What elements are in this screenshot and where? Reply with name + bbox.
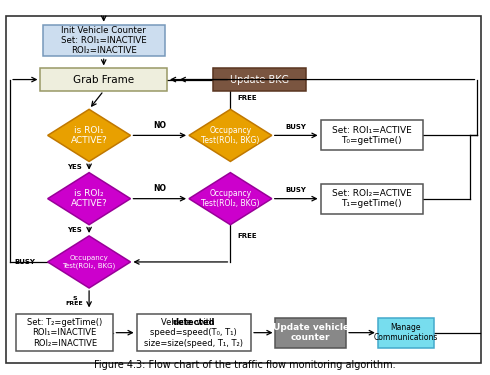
Bar <box>137 314 251 351</box>
Text: YES: YES <box>67 164 82 170</box>
Text: Set: ROI₂=ACTIVE
T₁=getTime(): Set: ROI₂=ACTIVE T₁=getTime() <box>332 189 412 209</box>
Text: FREE: FREE <box>238 95 257 101</box>
Text: Init Vehicle Counter
Set: ROI₁=INACTIVE
ROI₂=INACTIVE: Init Vehicle Counter Set: ROI₁=INACTIVE … <box>61 26 147 56</box>
Text: Grab Frame: Grab Frame <box>73 75 134 84</box>
Polygon shape <box>189 110 272 162</box>
Polygon shape <box>48 236 130 288</box>
Text: size=size(speed, T₁, T₂): size=size(speed, T₁, T₂) <box>145 339 244 348</box>
Text: NO: NO <box>153 184 166 193</box>
Text: Update vehicle
counter: Update vehicle counter <box>273 323 349 342</box>
Text: is ROI₁
ACTIVE?: is ROI₁ ACTIVE? <box>71 126 107 145</box>
Bar <box>275 318 346 348</box>
Polygon shape <box>48 172 130 225</box>
Text: Manage
Communications: Manage Communications <box>373 323 438 342</box>
Bar <box>43 25 165 56</box>
Bar <box>320 184 423 213</box>
Text: Vehicle: Vehicle <box>161 318 194 327</box>
Text: NO: NO <box>153 121 166 130</box>
Text: BUSY: BUSY <box>286 187 307 193</box>
Bar <box>213 68 306 91</box>
Text: YES: YES <box>67 227 82 233</box>
Text: Set: ROI₁=ACTIVE
T₀=getTime(): Set: ROI₁=ACTIVE T₀=getTime() <box>332 126 412 145</box>
Text: speed=speed(T₀, T₁): speed=speed(T₀, T₁) <box>150 328 237 337</box>
Text: S
FREE: S FREE <box>66 296 83 306</box>
Text: FREE: FREE <box>238 233 257 239</box>
Text: Figure 4.3: Flow chart of the traffic flow monitoring algorithm.: Figure 4.3: Flow chart of the traffic fl… <box>94 360 396 370</box>
Text: BUSY: BUSY <box>286 124 307 130</box>
Text: Occupancy
Test(ROI₁, BKG): Occupancy Test(ROI₁, BKG) <box>201 126 260 145</box>
Text: Occupancy
Test(ROI₂, BKG): Occupancy Test(ROI₂, BKG) <box>62 255 116 269</box>
Polygon shape <box>189 172 272 225</box>
Text: Update BKG: Update BKG <box>230 75 289 84</box>
Text: BUSY: BUSY <box>15 259 35 265</box>
Text: is ROI₂
ACTIVE?: is ROI₂ ACTIVE? <box>71 189 107 209</box>
Text: Occupancy
Test(ROI₂, BKG): Occupancy Test(ROI₂, BKG) <box>201 189 260 209</box>
Text: detected: detected <box>172 318 215 327</box>
Text: Set: T₂=getTime()
ROI₁=INACTIVE
ROI₂=INACTIVE: Set: T₂=getTime() ROI₁=INACTIVE ROI₂=INA… <box>27 318 102 348</box>
Bar <box>40 68 167 91</box>
Bar <box>320 120 423 150</box>
Bar <box>16 314 114 351</box>
Bar <box>378 318 434 348</box>
Polygon shape <box>48 110 130 162</box>
Text: with: with <box>194 318 214 327</box>
